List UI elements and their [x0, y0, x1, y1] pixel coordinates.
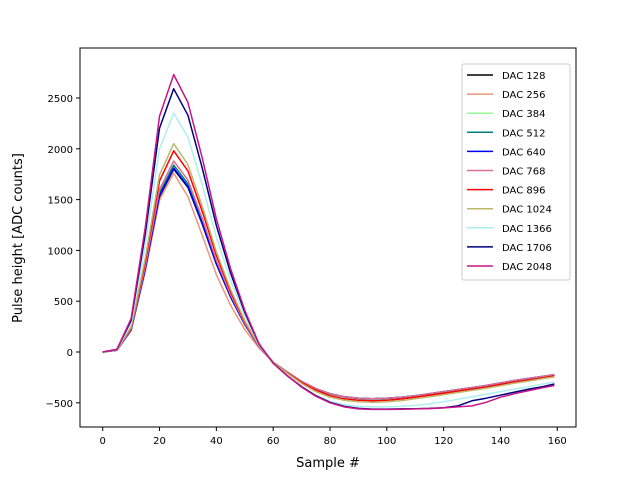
y-tick-label: 2500	[48, 94, 73, 105]
legend-entry: DAC 512	[502, 128, 545, 139]
legend-entry: DAC 128	[502, 71, 545, 82]
x-tick-label: 100	[377, 436, 396, 447]
x-tick-label: 20	[153, 436, 166, 447]
x-tick-label: 0	[100, 436, 106, 447]
x-tick-label: 140	[491, 436, 510, 447]
x-tick-label: 160	[548, 436, 567, 447]
series-lines	[102, 73, 555, 411]
plot-frame	[79, 47, 577, 428]
legend-entry: DAC 1024	[502, 205, 552, 216]
y-tick-label: 2000	[48, 145, 73, 156]
legend-entry: DAC 256	[502, 90, 545, 101]
series-line-dac-1024	[102, 142, 555, 404]
series-line-dac-768	[102, 160, 555, 400]
y-axis-label: Pulse height [ADC counts]	[11, 153, 26, 323]
y-tick-label: 0	[67, 348, 73, 359]
legend-entry: DAC 1706	[502, 243, 552, 254]
y-tick-label: 1500	[48, 196, 73, 207]
y-tick-label: 500	[54, 297, 73, 308]
x-axis: 0 20 40 60 80 100 120 140 160	[100, 427, 567, 447]
legend-entry: DAC 768	[502, 167, 545, 178]
legend-entry: DAC 1366	[502, 224, 552, 235]
series-line-dac-896	[102, 150, 555, 402]
legend-entry: DAC 384	[502, 109, 545, 120]
y-tick-label: −500	[46, 399, 73, 410]
x-tick-label: 120	[434, 436, 453, 447]
y-tick-label: 1000	[48, 246, 73, 257]
y-axis: −500 0 500 1000 1500 2000 2500	[46, 94, 80, 410]
legend-entry: DAC 640	[502, 147, 545, 158]
x-axis-label: Sample #	[296, 456, 360, 471]
x-tick-label: 40	[210, 436, 223, 447]
legend-box	[461, 63, 571, 281]
x-tick-label: 60	[267, 436, 280, 447]
legend-entry: DAC 896	[502, 186, 545, 197]
series-line-dac-2048	[102, 73, 555, 411]
series-line-dac-1366	[102, 112, 555, 408]
legend: DAC 128 DAC 256 DAC 384 DAC 512 DAC 640 DAC 7…	[461, 63, 571, 281]
x-tick-label: 80	[324, 436, 337, 447]
legend-entry: DAC 2048	[502, 262, 552, 273]
